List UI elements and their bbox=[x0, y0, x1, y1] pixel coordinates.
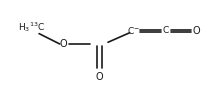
Text: C: C bbox=[163, 26, 169, 35]
Text: O: O bbox=[60, 39, 67, 49]
Text: O: O bbox=[95, 72, 103, 82]
Text: O: O bbox=[193, 26, 200, 36]
Text: C$^{-}$: C$^{-}$ bbox=[127, 25, 140, 36]
Text: H$_3$$^{13}$C: H$_3$$^{13}$C bbox=[18, 20, 46, 34]
